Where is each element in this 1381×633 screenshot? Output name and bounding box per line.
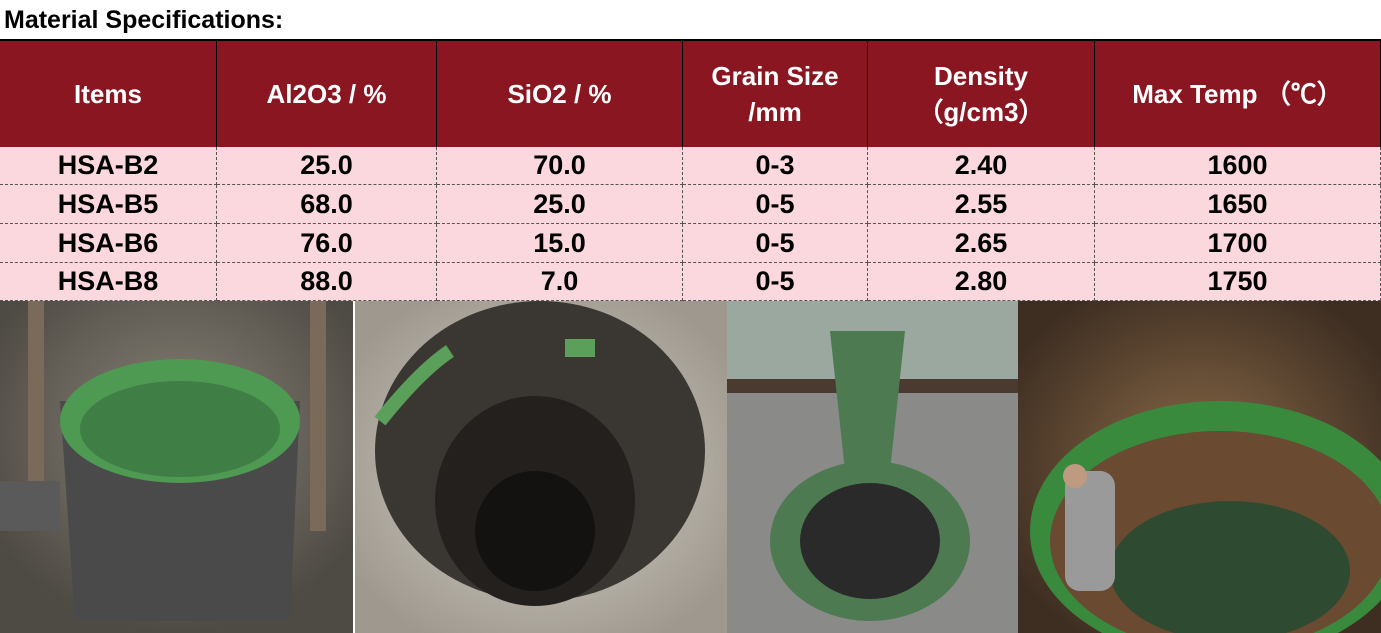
data-cell: 15.0	[437, 224, 683, 263]
header-text: Items	[74, 79, 142, 109]
data-cell: 68.0	[217, 185, 437, 224]
header-text: Grain Size	[711, 61, 839, 91]
data-cell: 25.0	[217, 147, 437, 185]
data-cell: 1750	[1095, 263, 1381, 301]
photo-ladle	[0, 301, 353, 633]
header-text: （g/cm3）	[917, 97, 1045, 127]
data-cell: 1650	[1095, 185, 1381, 224]
data-cell: 0-5	[683, 224, 868, 263]
data-cell: HSA-B6	[0, 224, 217, 263]
header-cell: SiO2 / %	[437, 41, 683, 147]
header-cell: Al2O3 / %	[217, 41, 437, 147]
data-cell: 1700	[1095, 224, 1381, 263]
photos	[0, 301, 1381, 633]
data-cell: 1600	[1095, 147, 1381, 185]
header-text: /mm	[748, 97, 802, 127]
header-text: SiO2 / %	[507, 79, 612, 109]
data-cell: 0-5	[683, 185, 868, 224]
header-text: Al2O3 / %	[266, 79, 387, 109]
data-cell: HSA-B8	[0, 263, 217, 301]
header-cell: Max Temp （℃）	[1095, 41, 1381, 147]
photo-furnace	[1018, 301, 1381, 633]
data-cell: 0-3	[683, 147, 868, 185]
header-cell: Items	[0, 41, 217, 147]
data-cell: HSA-B2	[0, 147, 217, 185]
photo-pit	[355, 301, 727, 633]
data-cell: 25.0	[437, 185, 683, 224]
photo-tundish	[727, 301, 1018, 633]
title: Material Specifications:	[4, 6, 284, 34]
data-cell: HSA-B5	[0, 185, 217, 224]
header-cell: Density （g/cm3）	[868, 41, 1095, 147]
data-cell: 7.0	[437, 263, 683, 301]
data-cell: 0-5	[683, 263, 868, 301]
header-text: Density	[934, 61, 1028, 91]
data-cell: 2.55	[868, 185, 1095, 224]
data-cell: 76.0	[217, 224, 437, 263]
data-cell: 70.0	[437, 147, 683, 185]
header-text: Max Temp （℃）	[1132, 79, 1343, 109]
header-cell: Grain Size/mm	[683, 41, 868, 147]
data-cell: 88.0	[217, 263, 437, 301]
data-cell: 2.65	[868, 224, 1095, 263]
data-cell: 2.80	[868, 263, 1095, 301]
rule	[0, 39, 1381, 41]
data-cell: 2.40	[868, 147, 1095, 185]
